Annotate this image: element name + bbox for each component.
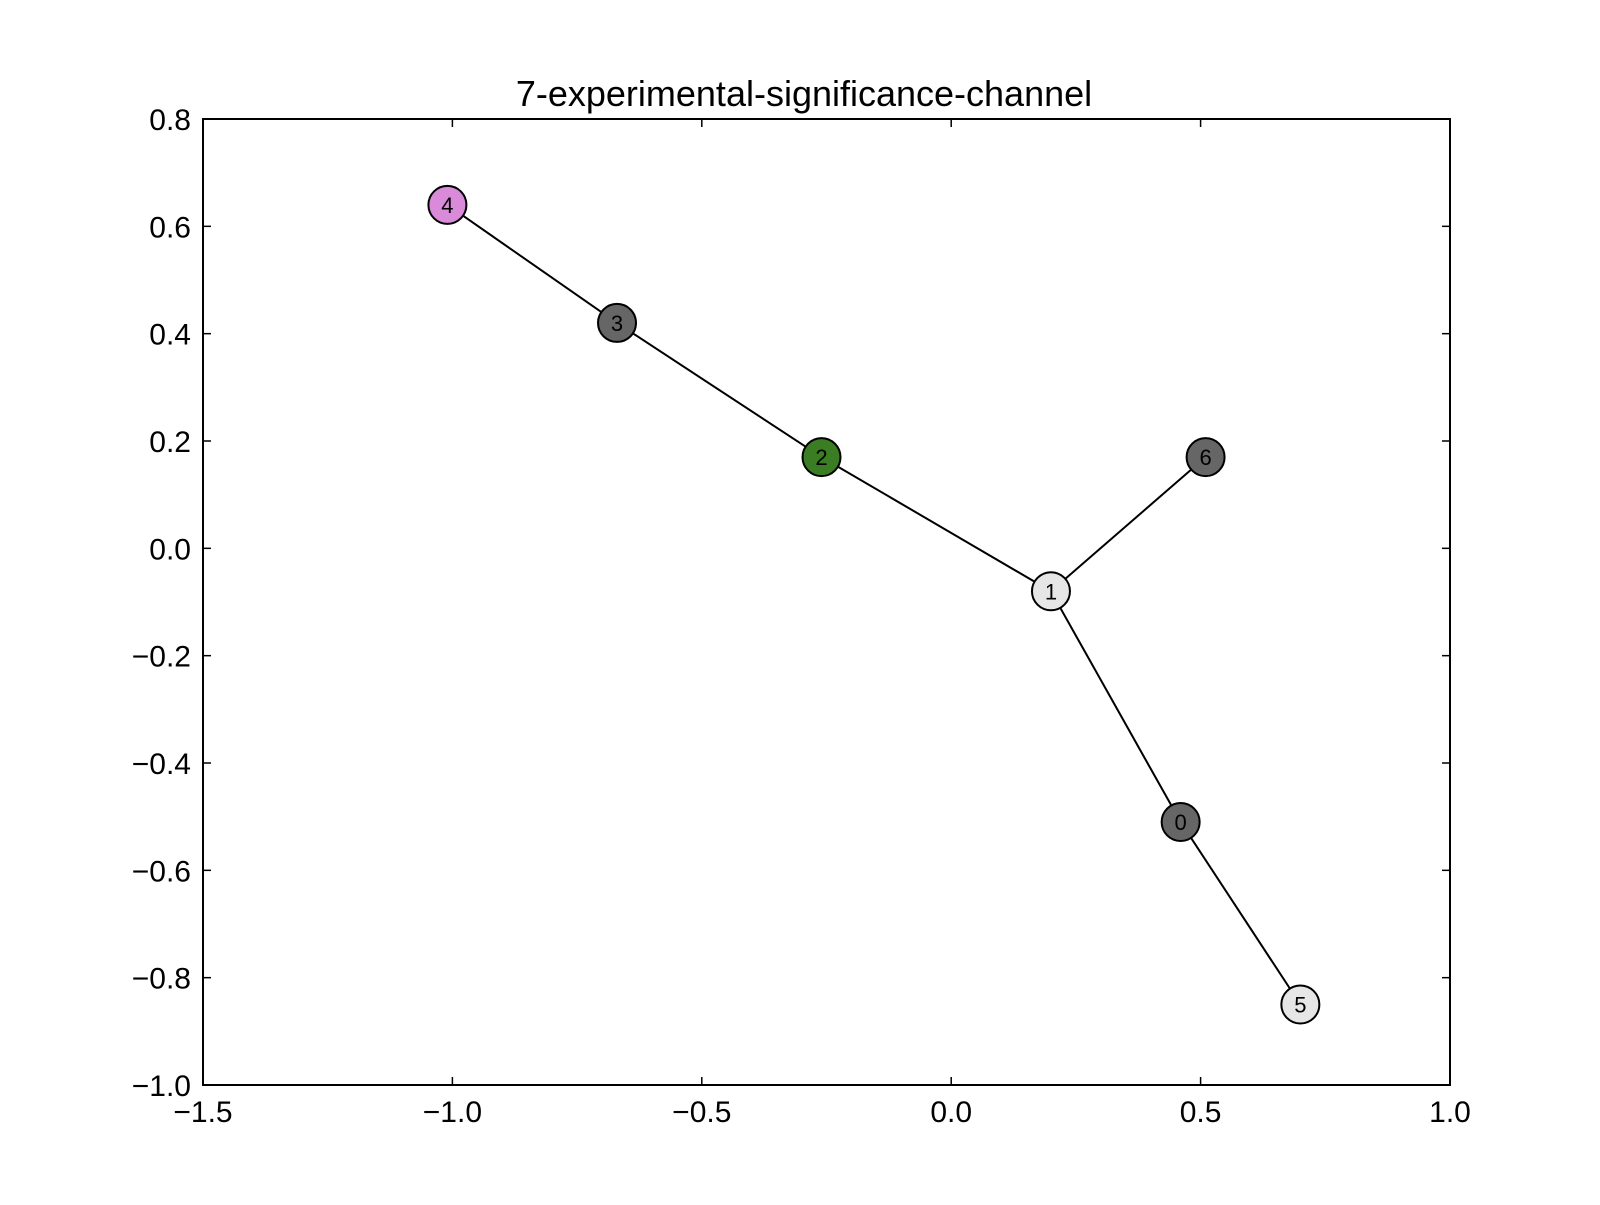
edge-1-0 [1050, 590, 1182, 823]
edge-2-1 [821, 456, 1052, 593]
edge-0-5 [1179, 821, 1302, 1006]
node-label-3: 3 [611, 311, 623, 336]
node-label-5: 5 [1294, 993, 1306, 1018]
edge-4-3 [446, 204, 618, 324]
y-tick-label: 0.0 [149, 533, 191, 566]
node-4 [427, 184, 468, 225]
y-tick-label: 0.2 [149, 426, 191, 459]
x-tick-label: −1.0 [423, 1096, 482, 1129]
edge-1-6 [1050, 456, 1207, 593]
x-tick-label: −0.5 [672, 1096, 731, 1129]
y-tick-label: 0.8 [149, 104, 191, 137]
x-tick-label: −1.5 [173, 1096, 232, 1129]
y-tick-label: −0.8 [132, 963, 191, 996]
node-2 [801, 437, 842, 478]
y-tick-label: −0.6 [132, 855, 191, 888]
node-label-0: 0 [1175, 810, 1187, 835]
node-0 [1160, 802, 1201, 843]
edge-3-2 [616, 322, 823, 458]
node-label-4: 4 [441, 193, 453, 218]
x-tick-label: 0.0 [930, 1096, 972, 1129]
nodes-layer: 0 1 2 3 4 5 6 [427, 184, 1321, 1025]
node-6 [1185, 437, 1226, 478]
axes-layer: −1.5 −1.0 −0.5 0.0 0.5 1.0−1.0−0.8−0.6−0.4−0.… [132, 104, 1471, 1129]
y-tick-label: 0.4 [149, 319, 191, 352]
chart-title: 7-experimental-significance-channel [516, 73, 1092, 114]
node-3 [597, 302, 638, 343]
y-tick-label: 0.6 [149, 211, 191, 244]
y-tick-label: −0.2 [132, 641, 191, 674]
y-tick-label: −0.4 [132, 748, 191, 781]
y-tick-label: −1.0 [132, 1070, 191, 1103]
node-5 [1280, 984, 1321, 1025]
node-1 [1030, 571, 1071, 612]
node-label-1: 1 [1045, 579, 1057, 604]
x-tick-label: 0.5 [1180, 1096, 1222, 1129]
edges-layer [446, 204, 1302, 1006]
x-tick-label: 1.0 [1429, 1096, 1471, 1129]
node-label-6: 6 [1199, 445, 1211, 470]
plot-frame [202, 118, 1451, 1086]
node-label-2: 2 [815, 445, 827, 470]
